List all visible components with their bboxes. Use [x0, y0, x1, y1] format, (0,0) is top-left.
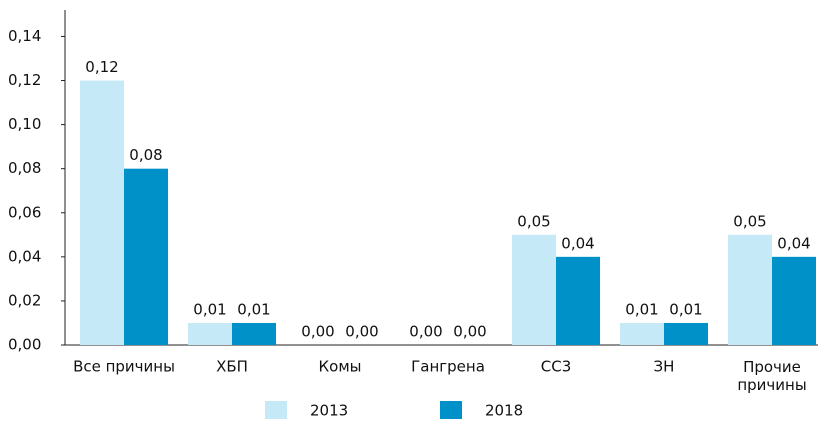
- data-label: 0,12: [85, 58, 118, 76]
- data-label: 0,01: [193, 300, 226, 318]
- data-label: 0,04: [777, 234, 810, 252]
- y-tick-label: 0,04: [8, 247, 41, 265]
- y-tick-label: 0,10: [8, 115, 41, 133]
- data-label: 0,00: [453, 323, 486, 341]
- legend-label: 2018: [485, 402, 523, 420]
- y-tick-label: 0,12: [8, 71, 41, 89]
- y-tick-label: 0,06: [8, 203, 41, 221]
- x-tick-label: Прочие причины: [737, 358, 806, 394]
- bar: [772, 256, 816, 345]
- y-tick-label: 0,14: [8, 27, 41, 45]
- legend-label: 2013: [310, 402, 348, 420]
- x-tick-label: Все причины: [73, 358, 175, 376]
- data-label: 0,01: [237, 300, 270, 318]
- data-label: 0,01: [669, 300, 702, 318]
- bar: [124, 168, 168, 345]
- bar: [620, 322, 664, 345]
- bar: [232, 322, 276, 345]
- x-tick-label: ХБП: [216, 358, 248, 376]
- x-tick-label: ЗН: [654, 358, 675, 376]
- data-label: 0,05: [517, 212, 550, 230]
- legend-swatch: [440, 401, 462, 419]
- data-label: 0,04: [561, 234, 594, 252]
- data-label: 0,08: [129, 146, 162, 164]
- bar: [664, 322, 708, 345]
- bar: [188, 322, 232, 345]
- data-label: 0,00: [345, 323, 378, 341]
- bar: [728, 234, 772, 345]
- y-tick-label: 0,02: [8, 291, 41, 309]
- data-label: 0,01: [625, 300, 658, 318]
- data-label: 0,00: [409, 323, 442, 341]
- bar: [80, 80, 124, 346]
- x-tick-label: Гангрена: [411, 358, 485, 376]
- x-tick-label: СС3: [541, 358, 572, 376]
- legend-swatch: [265, 401, 287, 419]
- x-tick-label: Комы: [319, 358, 362, 376]
- y-tick-label: 0,08: [8, 159, 41, 177]
- bar: [556, 256, 600, 345]
- data-label: 0,00: [301, 323, 334, 341]
- bar: [512, 234, 556, 345]
- data-label: 0,05: [733, 212, 766, 230]
- y-tick-label: 0,00: [8, 336, 41, 354]
